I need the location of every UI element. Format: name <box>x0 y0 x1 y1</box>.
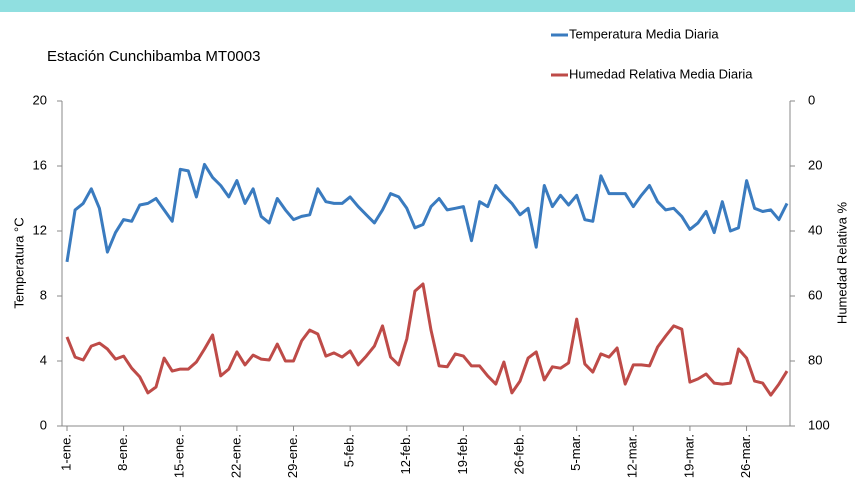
x-tick-label: 12-feb. <box>398 434 413 474</box>
chart-title: Estación Cunchibamba MT0003 <box>47 48 260 65</box>
legend-label: Humedad Relativa Media Diaria <box>569 66 753 81</box>
x-tick-label: 19-mar. <box>681 434 696 478</box>
x-tick-label: 8-ene. <box>115 434 130 471</box>
x-tick-label: 12-mar. <box>625 434 640 478</box>
series-line <box>65 162 789 263</box>
x-tick-label: 15-ene. <box>172 434 187 478</box>
x-tick-label: 29-ene. <box>285 434 300 478</box>
y2-tick-label: 60 <box>808 287 822 302</box>
y-tick-label: 16 <box>33 157 47 172</box>
x-tick-label: 26-mar. <box>738 434 753 478</box>
x-tick-label: 5-feb. <box>342 434 357 467</box>
series-line <box>65 282 789 397</box>
x-tick-label: 5-mar. <box>568 434 583 471</box>
x-tick-label: 26-feb. <box>511 434 526 474</box>
y-tick-label: 20 <box>33 92 47 107</box>
y-tick-label: 4 <box>40 352 47 367</box>
top-band <box>0 0 855 12</box>
y-tick-label: 8 <box>40 287 47 302</box>
y-tick-label: 0 <box>40 417 47 432</box>
y2-tick-label: 80 <box>808 352 822 367</box>
x-tick-label: 1-ene. <box>58 434 73 471</box>
legend-label: Temperatura Media Diaria <box>569 26 719 41</box>
x-tick-label: 19-feb. <box>455 434 470 474</box>
y2-tick-label: 100 <box>808 417 830 432</box>
y2-tick-label: 20 <box>808 157 822 172</box>
x-tick-label: 22-ene. <box>228 434 243 478</box>
y-tick-label: 12 <box>33 222 47 237</box>
y2-tick-label: 40 <box>808 222 822 237</box>
y2-axis-label: Humedad Relativa % <box>834 202 849 325</box>
y-axis-label: Temperatura °C <box>11 217 26 308</box>
y2-tick-label: 0 <box>808 92 815 107</box>
